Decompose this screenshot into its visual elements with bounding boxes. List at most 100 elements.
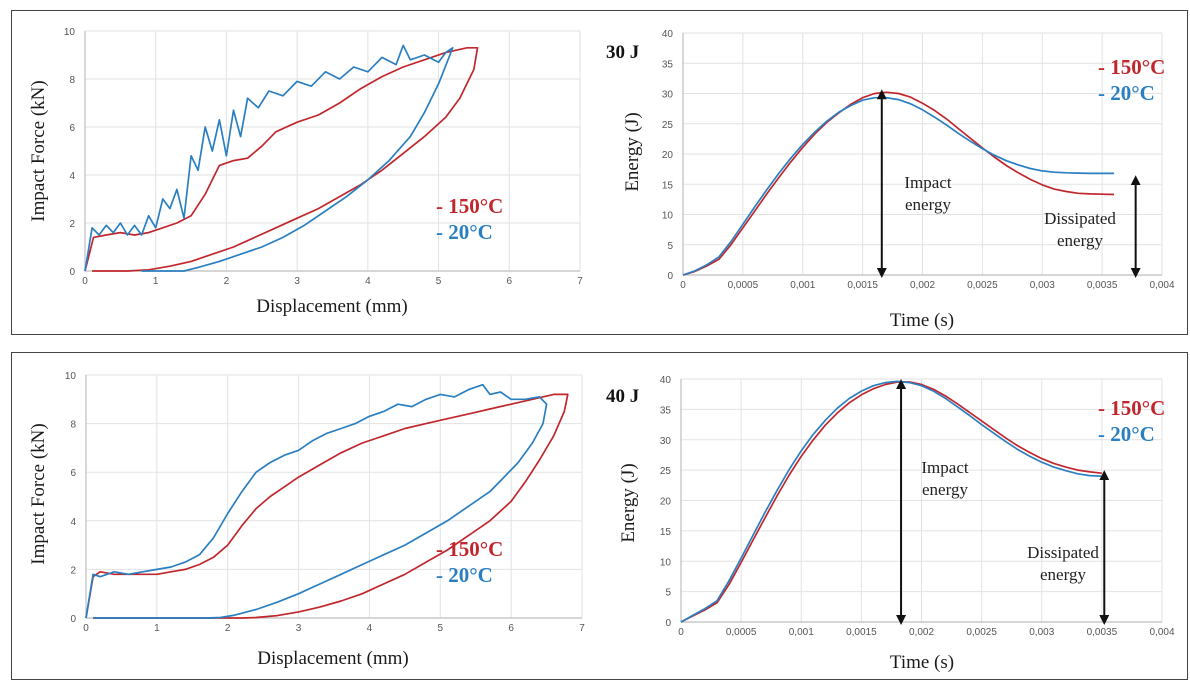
y-tick-label: 10 (660, 557, 672, 568)
x-tick-label: 0,002 (909, 627, 934, 638)
x-axis-label: Displacement (mm) (257, 648, 408, 669)
x-axis-label: Time (s) (890, 652, 954, 673)
x-tick-label: 0,001 (790, 280, 815, 291)
y-tick-label: 20 (662, 150, 674, 161)
y-tick-label: 0 (69, 267, 75, 278)
x-tick-label: 4 (365, 276, 371, 287)
y-tick-label: 6 (69, 123, 75, 134)
chart-force-30: 0 1 2 3 4 5 6 7 0 2 4 6 8 10 Displacement (mm) Impact F… (28, 27, 583, 317)
y-tick-label: 5 (667, 241, 673, 252)
x-tick-label: 0,0005 (728, 280, 759, 291)
x-tick-label: 2 (224, 276, 230, 287)
x-tick-label: 3 (296, 623, 302, 634)
annotation-text: Impact (904, 173, 951, 192)
x-tick-label: 2 (225, 623, 231, 634)
y-tick-label: 30 (660, 436, 672, 447)
x-tick-label: 0 (83, 623, 89, 634)
x-tick-label: 0,0025 (967, 280, 998, 291)
x-tick-label: 6 (507, 276, 513, 287)
y-tick-label: 8 (69, 75, 75, 86)
y-tick-label: 40 (662, 29, 674, 40)
x-tick-label: 0 (82, 276, 88, 287)
series-line-20c (680, 380, 1102, 623)
series-line-20c (84, 44, 454, 272)
legend-entry-20c: - 20°C (1098, 422, 1155, 446)
y-tick-label: 5 (665, 588, 671, 599)
x-tick-label: 6 (508, 623, 514, 634)
panel-30j (11, 10, 1188, 335)
y-tick-label: 2 (69, 219, 75, 230)
legend-entry-20c: - 20°C (436, 563, 493, 587)
impact-energy-label: 40 J (606, 386, 639, 407)
legend-entry-20c: - 20°C (436, 220, 493, 244)
series-line-150c (682, 91, 1115, 276)
x-axis-label: Displacement (mm) (256, 296, 407, 317)
y-tick-label: 10 (64, 27, 76, 38)
y-tick-label: 15 (660, 527, 672, 538)
y-tick-label: 10 (65, 371, 77, 382)
chart-energy-30: 0 0,0005 0,001 0,0015 0,002 0,0025 0,003 0,0035… (606, 29, 1175, 331)
y-tick-label: 35 (660, 405, 672, 416)
annotation-text: energy (1057, 231, 1103, 250)
x-tick-label: 0,002 (910, 280, 935, 291)
x-tick-label: 0 (678, 627, 684, 638)
x-tick-label: 1 (154, 623, 160, 634)
y-tick-label: 0 (667, 271, 673, 282)
y-tick-label: 6 (70, 468, 76, 479)
series-line-20c (682, 96, 1115, 276)
y-axis-label: Energy (J) (622, 112, 643, 191)
annotation-text: energy (1040, 565, 1086, 584)
series-line-150c (680, 381, 1102, 623)
annotation-text: Dissipated (1027, 543, 1099, 562)
x-tick-label: 0,0015 (846, 627, 877, 638)
x-tick-label: 5 (438, 623, 444, 634)
annotation-text: Dissipated (1044, 209, 1116, 228)
legend-entry-150c: - 150°C (1098, 55, 1165, 79)
y-tick-label: 0 (665, 618, 671, 629)
annotation-text: Impact (921, 458, 968, 477)
annotation-text: energy (905, 195, 951, 214)
y-tick-label: 25 (662, 120, 674, 131)
y-tick-label: 40 (660, 375, 672, 386)
y-axis-label: Energy (J) (618, 463, 639, 542)
y-axis-label: Impact Force (kN) (28, 80, 49, 221)
y-axis-label: Impact Force (kN) (28, 423, 49, 564)
x-tick-label: 0,0015 (847, 280, 878, 291)
x-tick-label: 0,0025 (966, 627, 997, 638)
y-tick-label: 30 (662, 90, 674, 101)
series-line-20c (85, 383, 548, 619)
x-tick-label: 1 (153, 276, 159, 287)
y-tick-label: 35 (662, 59, 674, 70)
y-tick-label: 4 (70, 517, 76, 528)
y-tick-label: 20 (660, 497, 672, 508)
chart-force-40: 0 1 2 3 4 5 6 7 0 2 4 6 8 10 Displacement (mm) Impact F… (28, 371, 585, 669)
x-tick-label: 0,003 (1029, 627, 1054, 638)
chart-energy-40: 0 0,0005 0,001 0,0015 0,002 0,0025 0,003 0,0035… (606, 375, 1175, 673)
y-tick-label: 0 (70, 614, 76, 625)
x-tick-label: 0,003 (1030, 280, 1055, 291)
x-tick-label: 0,001 (789, 627, 814, 638)
x-tick-label: 0,004 (1149, 280, 1174, 291)
legend-entry-20c: - 20°C (1098, 81, 1155, 105)
x-tick-label: 7 (577, 276, 583, 287)
x-tick-label: 0 (680, 280, 686, 291)
x-tick-label: 0,0035 (1087, 280, 1118, 291)
y-tick-label: 2 (70, 565, 76, 576)
x-tick-label: 0,004 (1149, 627, 1174, 638)
annotation-text: energy (922, 480, 968, 499)
y-tick-label: 4 (69, 171, 75, 182)
y-tick-label: 25 (660, 466, 672, 477)
x-tick-label: 4 (367, 623, 373, 634)
y-tick-label: 10 (662, 211, 674, 222)
x-tick-label: 3 (294, 276, 300, 287)
legend-entry-150c: - 150°C (1098, 396, 1165, 420)
x-tick-label: 7 (579, 623, 585, 634)
y-tick-label: 15 (662, 180, 674, 191)
y-tick-label: 8 (70, 420, 76, 431)
legend-entry-150c: - 150°C (436, 537, 503, 561)
x-tick-label: 5 (436, 276, 442, 287)
x-axis-label: Time (s) (890, 310, 954, 331)
series-line-150c (85, 393, 569, 619)
panel-40j (11, 352, 1188, 680)
